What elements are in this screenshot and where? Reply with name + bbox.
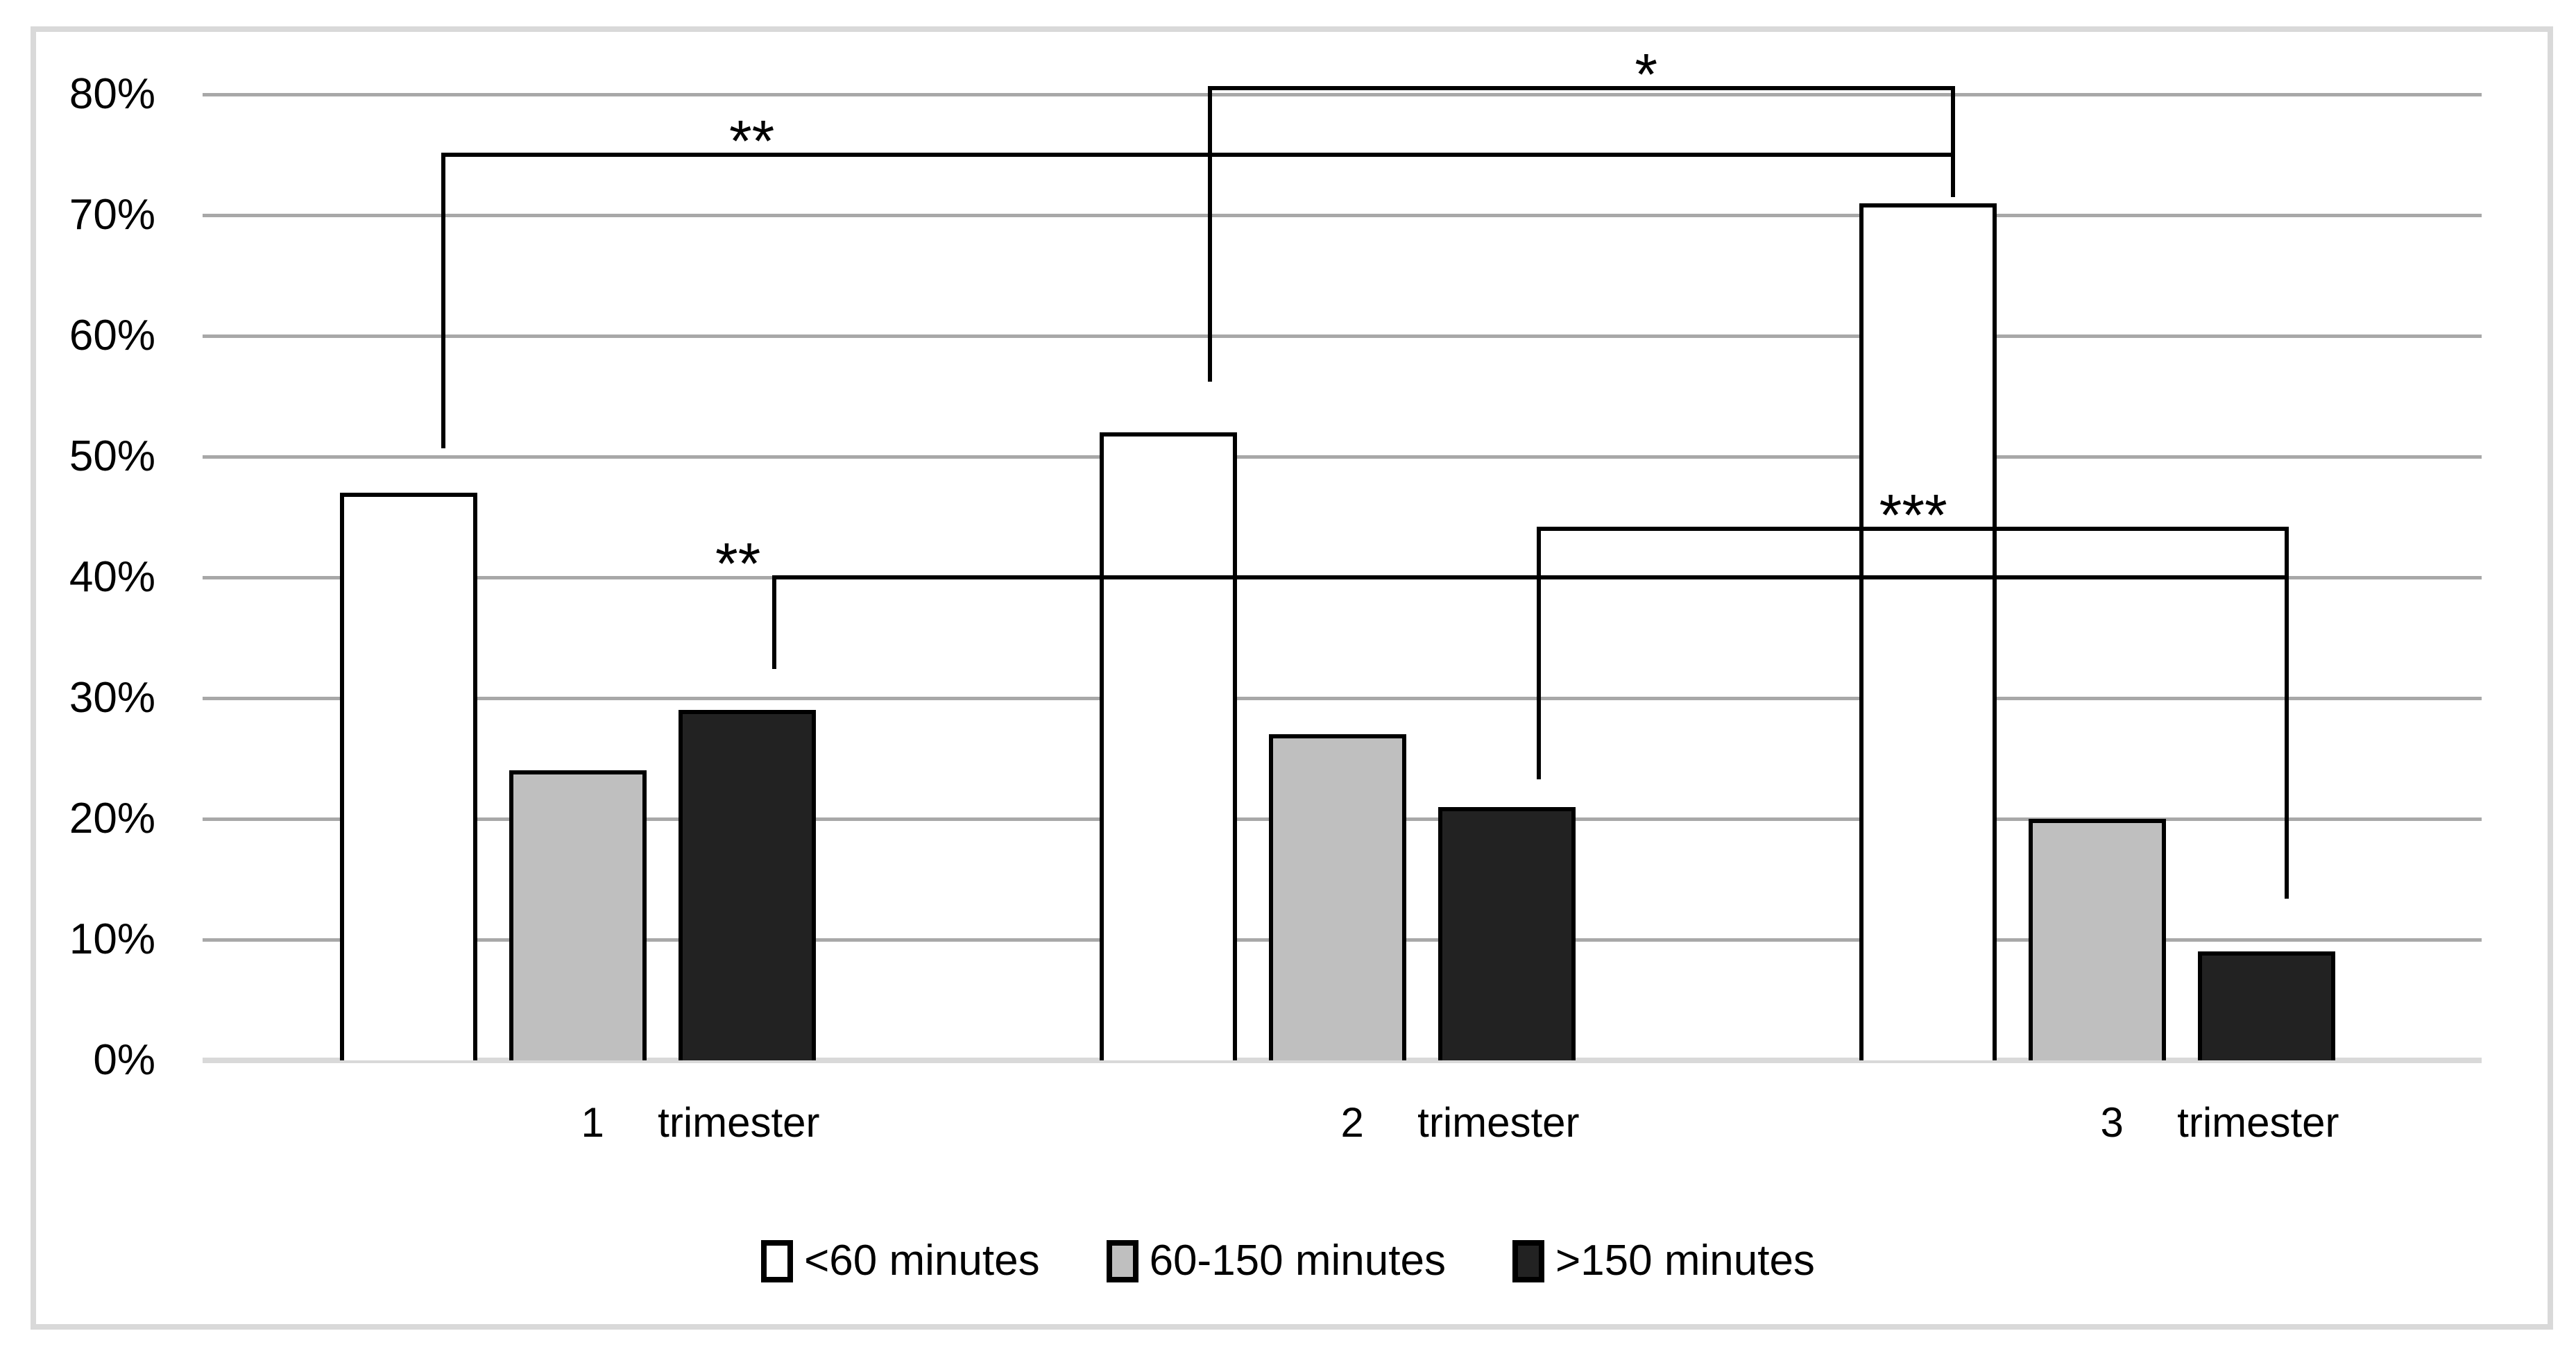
bar-60150minutes-cat1 (509, 770, 647, 1060)
gridline (203, 697, 2482, 700)
legend-item: <60 minutes (761, 1232, 1040, 1290)
bar-60minutes-cat1 (340, 493, 477, 1060)
significance-bracket-drop-right (2285, 529, 2289, 899)
plot-area: ** * ** *** (203, 45, 2482, 1063)
legend-swatch-icon (1512, 1239, 1544, 1282)
significance-label: * (1635, 42, 1658, 108)
y-tick-label: 70% (69, 191, 155, 239)
legend-item: >150 minutes (1512, 1232, 1815, 1290)
bar-60150minutes-cat3 (2029, 819, 2166, 1060)
x-category-label: 2 trimester (1340, 1099, 1580, 1146)
bar-60150minutes-cat2 (1269, 734, 1406, 1060)
x-axis-line (203, 1058, 2482, 1063)
x-category-label: 1 trimester (581, 1099, 820, 1146)
gridline (203, 93, 2482, 96)
bar-60minutes-cat3 (1859, 203, 1997, 1060)
y-tick-label: 80% (69, 70, 155, 118)
x-category-label: 3 trimester (2100, 1099, 2339, 1146)
gridline (203, 455, 2482, 459)
gridline (203, 214, 2482, 217)
legend-label: 60-150 minutes (1149, 1237, 1446, 1285)
legend-swatch-icon (1106, 1239, 1138, 1282)
legend-swatch-icon (761, 1239, 794, 1282)
legend: <60 minutes 60-150 minutes >150 minutes (0, 1230, 2576, 1292)
significance-bracket-line (441, 153, 1955, 157)
legend-label: >150 minutes (1555, 1237, 1815, 1285)
significance-bracket-drop-right (1950, 88, 1955, 197)
significance-bracket-drop-left (1536, 529, 1541, 779)
y-tick-label: 10% (69, 915, 155, 963)
y-tick-label: 20% (69, 795, 155, 842)
significance-bracket-line (1208, 86, 1955, 91)
legend-item: 60-150 minutes (1106, 1232, 1446, 1290)
significance-bracket-line (771, 575, 2289, 579)
y-tick-label: 0% (93, 1036, 155, 1084)
gridline (203, 334, 2482, 338)
significance-bracket-drop-left (1208, 88, 1213, 382)
significance-label: ** (728, 108, 775, 173)
legend-label: <60 minutes (804, 1237, 1040, 1285)
y-tick-label: 30% (69, 674, 155, 722)
bar-60minutes-cat2 (1100, 432, 1237, 1060)
significance-label: *** (1879, 482, 1947, 548)
bar-150minutes-cat3 (2198, 951, 2335, 1060)
bar-150minutes-cat1 (679, 710, 816, 1060)
significance-bracket-drop-left (441, 155, 445, 448)
y-tick-label: 40% (69, 553, 155, 601)
significance-bracket-drop-left (771, 577, 776, 670)
bar-150minutes-cat2 (1438, 806, 1576, 1060)
significance-bracket-line (1536, 527, 2289, 532)
y-tick-label: 50% (69, 432, 155, 480)
y-tick-label: 60% (69, 312, 155, 359)
significance-label: ** (715, 531, 761, 596)
